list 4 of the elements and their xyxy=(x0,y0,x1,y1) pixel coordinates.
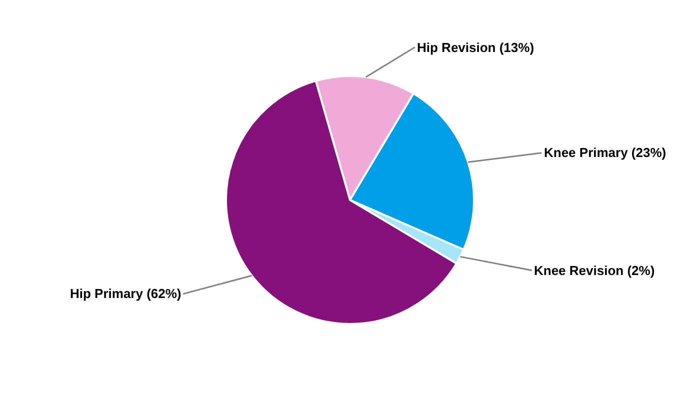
slice-label: Hip Primary (62%) xyxy=(70,286,182,301)
slice-label: Knee Revision (2%) xyxy=(534,263,655,278)
slice-label: Knee Primary (23%) xyxy=(544,145,666,160)
slice-label: Hip Revision (13%) xyxy=(417,40,534,55)
